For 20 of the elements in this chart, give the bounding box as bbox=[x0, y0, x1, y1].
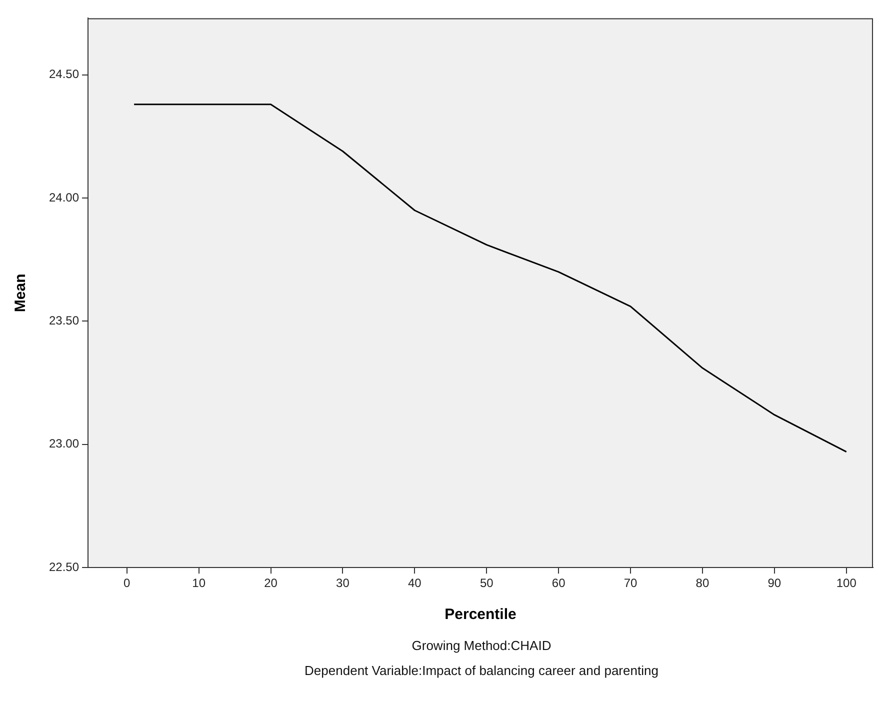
x-tick-label: 0 bbox=[124, 576, 131, 590]
y-tick-label: 23.50 bbox=[49, 314, 80, 328]
y-tick-label: 24.50 bbox=[49, 67, 80, 82]
x-tick-label: 80 bbox=[696, 576, 710, 590]
x-tick-label: 30 bbox=[336, 576, 350, 590]
x-tick-label: 50 bbox=[480, 576, 494, 590]
text: Dependent Variable:Impact of balancing career and parenting bbox=[304, 663, 660, 678]
x-tick-label: 40 bbox=[408, 576, 422, 590]
x-tick-label: 100 bbox=[836, 576, 857, 590]
y-tick-label: 23.00 bbox=[49, 436, 80, 451]
x-tick-label: 70 bbox=[624, 576, 638, 590]
x-axis-title: Percentile bbox=[444, 606, 516, 624]
x-tick-label: 60 bbox=[552, 576, 566, 590]
y-axis-title: Mean bbox=[12, 274, 30, 312]
x-tick-label: 90 bbox=[768, 576, 782, 590]
x-tick-label: 20 bbox=[264, 576, 278, 590]
y-tick-label: 22.50 bbox=[49, 560, 80, 574]
y-tick-label: 24.00 bbox=[49, 190, 80, 204]
x-tick-label: 10 bbox=[192, 576, 206, 590]
text: Growing Method:CHAID bbox=[410, 638, 552, 653]
